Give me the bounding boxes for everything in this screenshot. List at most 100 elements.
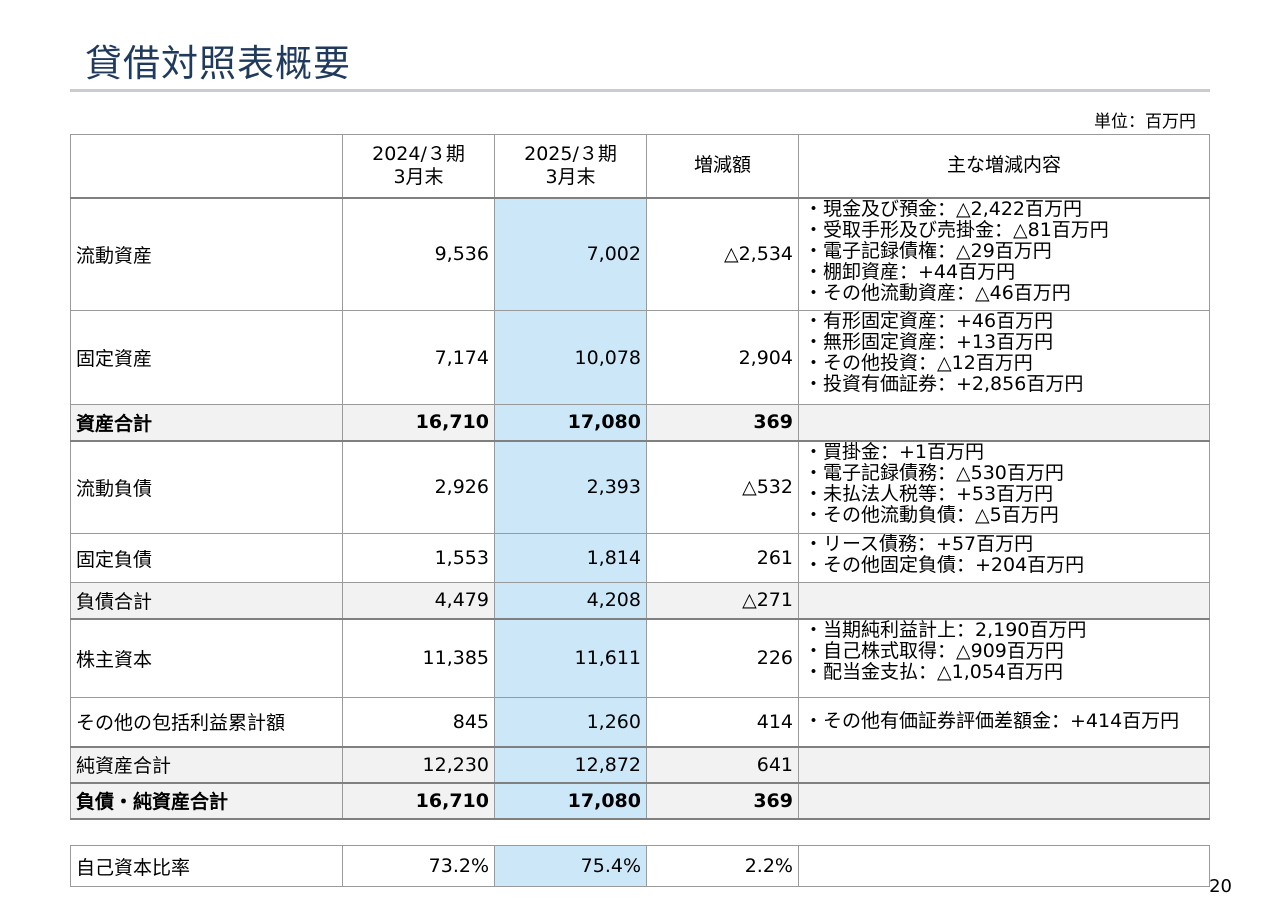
row-change: 261 bbox=[646, 533, 799, 583]
note-line: ・その他固定負債：+204百万円 bbox=[804, 554, 1085, 576]
note-line: ・当期純利益計上：2,190百万円 bbox=[804, 618, 1087, 641]
row-notes: ・当期純利益計上：2,190百万円 ・自己株式取得：△909百万円 ・配当金支払… bbox=[798, 617, 1210, 698]
row-prev: 11,385 bbox=[342, 617, 495, 698]
row-curr: 2,393 bbox=[494, 439, 647, 534]
row-prev: 16,710 bbox=[342, 404, 495, 441]
row-prev: 1,553 bbox=[342, 533, 495, 583]
header-row: 2024/３期 3月末 2025/３期 3月末 増減額 主な増減内容 bbox=[70, 134, 1210, 199]
row-prev: 9,536 bbox=[342, 197, 495, 311]
note-line: ・無形固定資産：+13百万円 bbox=[804, 331, 1054, 353]
header-change: 増減額 bbox=[646, 134, 799, 199]
row-label: 固定資産 bbox=[70, 310, 343, 405]
row-change: 414 bbox=[646, 697, 799, 747]
row-change: 226 bbox=[646, 617, 799, 698]
row-label: 負債合計 bbox=[70, 582, 343, 619]
row-label: 負債・純資産合計 bbox=[70, 781, 343, 820]
header-notes: 主な増減内容 bbox=[798, 134, 1210, 199]
header-blank bbox=[70, 134, 343, 199]
note-line: ・その他有価証券評価差額金：+414百万円 bbox=[804, 710, 1180, 733]
equity-ratio-row: 自己資本比率 73.2% 75.4% 2.2% bbox=[70, 845, 1210, 887]
unit-label: 単位：百万円 bbox=[1094, 112, 1196, 132]
table-row: 流動負債 2,926 2,393 △532 ・買掛金：+1百万円 ・電子記録債務… bbox=[70, 439, 1210, 534]
row-curr: 1,814 bbox=[494, 533, 647, 583]
note-line: ・その他投資：△12百万円 bbox=[804, 352, 1033, 374]
row-notes: ・リース債務：+57百万円 ・その他固定負債：+204百万円 bbox=[798, 533, 1210, 583]
header-curr: 2025/３期 3月末 bbox=[494, 134, 647, 199]
row-curr: 1,260 bbox=[494, 697, 647, 747]
title-divider bbox=[70, 89, 1210, 92]
row-prev: 16,710 bbox=[342, 781, 495, 820]
note-line: ・リース債務：+57百万円 bbox=[804, 533, 1034, 555]
row-curr: 17,080 bbox=[494, 404, 647, 441]
row-notes: ・現金及び預金：△2,422百万円 ・受取手形及び売掛金：△81百万円 ・電子記… bbox=[798, 197, 1210, 311]
note-line: ・配当金支払：△1,054百万円 bbox=[804, 660, 1064, 683]
row-curr: 11,611 bbox=[494, 617, 647, 698]
note-line: ・その他流動負債：△5百万円 bbox=[804, 503, 1059, 526]
row-change: 641 bbox=[646, 745, 799, 783]
page-number: 20 bbox=[1209, 876, 1232, 897]
row-prev: 12,230 bbox=[342, 745, 495, 783]
row-prev: 7,174 bbox=[342, 310, 495, 405]
note-line: ・現金及び預金：△2,422百万円 bbox=[804, 197, 1083, 220]
row-notes: ・その他有価証券評価差額金：+414百万円 bbox=[798, 697, 1210, 747]
ratio-prev: 73.2% bbox=[342, 845, 495, 887]
note-line: ・棚卸資産：+44百万円 bbox=[804, 260, 1016, 283]
row-label: 固定負債 bbox=[70, 533, 343, 583]
table-row: その他の包括利益累計額 845 1,260 414 ・その他有価証券評価差額金：… bbox=[70, 697, 1210, 747]
row-curr: 17,080 bbox=[494, 781, 647, 820]
row-curr: 12,872 bbox=[494, 745, 647, 783]
note-line: ・未払法人税等：+53百万円 bbox=[804, 482, 1054, 505]
note-line: ・電子記録債権：△29百万円 bbox=[804, 239, 1052, 262]
row-label: その他の包括利益累計額 bbox=[70, 697, 343, 747]
total-row: 負債・純資産合計 16,710 17,080 369 bbox=[70, 781, 1210, 820]
ratio-label: 自己資本比率 bbox=[70, 845, 343, 887]
row-change: △2,534 bbox=[646, 197, 799, 311]
row-change: △271 bbox=[646, 582, 799, 619]
row-label: 流動負債 bbox=[70, 439, 343, 534]
table-row: 固定負債 1,553 1,814 261 ・リース債務：+57百万円 ・その他固… bbox=[70, 533, 1210, 583]
table-row: 株主資本 11,385 11,611 226 ・当期純利益計上：2,190百万円… bbox=[70, 617, 1210, 698]
ratio-curr: 75.4% bbox=[494, 845, 647, 887]
ratio-notes-empty bbox=[798, 845, 1210, 887]
note-line: ・有形固定資産：+46百万円 bbox=[804, 310, 1054, 332]
row-notes: ・買掛金：+1百万円 ・電子記録債務：△530百万円 ・未払法人税等：+53百万… bbox=[798, 439, 1210, 534]
row-notes-empty bbox=[798, 582, 1210, 619]
row-curr: 7,002 bbox=[494, 197, 647, 311]
row-label: 流動資産 bbox=[70, 197, 343, 311]
row-notes-empty bbox=[798, 404, 1210, 441]
row-change: 369 bbox=[646, 404, 799, 441]
row-notes-empty bbox=[798, 781, 1210, 820]
row-notes: ・有形固定資産：+46百万円 ・無形固定資産：+13百万円 ・その他投資：△12… bbox=[798, 310, 1210, 405]
row-prev: 4,479 bbox=[342, 582, 495, 619]
row-curr: 10,078 bbox=[494, 310, 647, 405]
total-row: 負債合計 4,479 4,208 △271 bbox=[70, 582, 1210, 619]
row-notes-empty bbox=[798, 745, 1210, 783]
row-change: 369 bbox=[646, 781, 799, 820]
header-curr-line1: 2025/３期 bbox=[524, 142, 617, 165]
equity-ratio-table: 自己資本比率 73.2% 75.4% 2.2% bbox=[70, 845, 1210, 887]
table-row: 流動資産 9,536 7,002 △2,534 ・現金及び預金：△2,422百万… bbox=[70, 197, 1210, 311]
row-label: 株主資本 bbox=[70, 617, 343, 698]
note-line: ・電子記録債務：△530百万円 bbox=[804, 461, 1064, 484]
header-prev: 2024/３期 3月末 bbox=[342, 134, 495, 199]
row-curr: 4,208 bbox=[494, 582, 647, 619]
total-row: 資産合計 16,710 17,080 369 bbox=[70, 404, 1210, 441]
row-label: 資産合計 bbox=[70, 404, 343, 441]
page-title: 貸借対照表概要 bbox=[85, 42, 351, 85]
balance-sheet-table: 2024/３期 3月末 2025/３期 3月末 増減額 主な増減内容 流動資産 … bbox=[70, 134, 1210, 820]
note-line: ・受取手形及び売掛金：△81百万円 bbox=[804, 218, 1109, 241]
row-prev: 2,926 bbox=[342, 439, 495, 534]
note-line: ・買掛金：+1百万円 bbox=[804, 440, 985, 463]
row-change: 2,904 bbox=[646, 310, 799, 405]
header-curr-line2: 3月末 bbox=[545, 165, 596, 188]
total-row: 純資産合計 12,230 12,872 641 bbox=[70, 745, 1210, 783]
row-label: 純資産合計 bbox=[70, 745, 343, 783]
ratio-change: 2.2% bbox=[646, 845, 799, 887]
note-line: ・投資有価証券：+2,856百万円 bbox=[804, 373, 1084, 395]
note-line: ・自己株式取得：△909百万円 bbox=[804, 639, 1064, 662]
note-line: ・その他流動資産：△46百万円 bbox=[804, 281, 1071, 304]
row-change: △532 bbox=[646, 439, 799, 534]
header-prev-line2: 3月末 bbox=[393, 165, 444, 188]
header-prev-line1: 2024/３期 bbox=[372, 142, 465, 165]
row-prev: 845 bbox=[342, 697, 495, 747]
